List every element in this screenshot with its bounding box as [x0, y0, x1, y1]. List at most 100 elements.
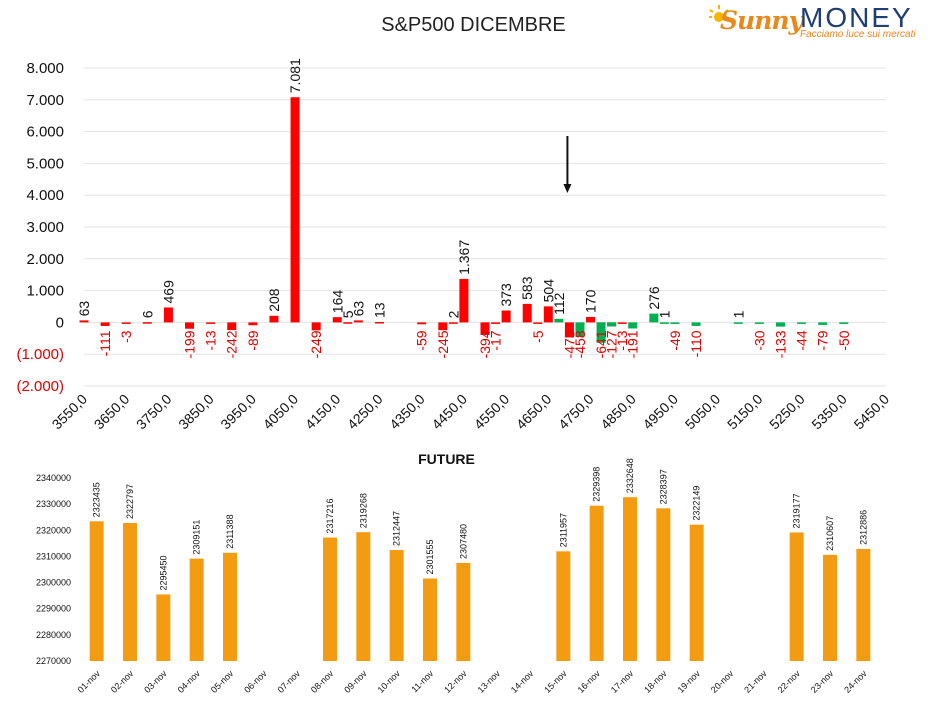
- data-label: -79: [815, 330, 831, 350]
- y-tick-label: 2320000: [36, 525, 71, 535]
- data-label: -111: [97, 330, 113, 356]
- data-label: 208: [266, 288, 282, 312]
- brand-logo: Sunny MONEY Facciamo luce sui mercati: [708, 2, 923, 42]
- data-label: 2312886: [858, 510, 868, 545]
- data-label: 2322149: [692, 486, 702, 521]
- data-label: 170: [583, 289, 599, 313]
- data-label: 1.367: [456, 240, 472, 275]
- bar-red: [343, 322, 353, 324]
- x-tick-label: 3850,0: [175, 391, 217, 433]
- future-bar: [123, 522, 137, 661]
- data-label: 2301555: [425, 539, 435, 574]
- x-tick-label: 05-nov: [209, 668, 236, 695]
- bar-red: [617, 322, 627, 324]
- bar-red: [290, 97, 300, 323]
- x-tick-label: 21-nov: [742, 668, 769, 695]
- data-label: -473: [561, 330, 577, 358]
- y-tick-label: 7.000: [26, 92, 64, 109]
- x-tick-label: 4350,0: [386, 391, 428, 433]
- y-tick-label: 1.000: [26, 283, 64, 300]
- data-label: 5: [340, 310, 356, 318]
- bar-green: [839, 322, 849, 324]
- data-label: -110: [688, 330, 704, 357]
- x-tick-label: 4050,0: [260, 391, 302, 433]
- bar-red: [100, 322, 110, 326]
- logo-tagline: Facciamo luce sui mercati: [800, 29, 916, 40]
- data-label: 276: [646, 286, 662, 310]
- data-label: -59: [414, 330, 430, 350]
- bar-green: [754, 322, 764, 324]
- bar-red: [480, 322, 490, 335]
- bar-red: [448, 322, 458, 324]
- data-label: 1: [656, 310, 672, 318]
- x-tick-label: 4250,0: [344, 391, 386, 433]
- future-bar: [856, 548, 871, 661]
- future-chart: 2340000 2330000 2320000 2310000 2300000 22900…: [36, 458, 871, 695]
- x-tick-label: 09-nov: [342, 668, 369, 695]
- x-tick-label: 15-nov: [542, 668, 569, 695]
- data-label: -249: [308, 330, 324, 358]
- future-bar: [323, 537, 337, 661]
- bar-red: [163, 307, 173, 323]
- data-label: 2319268: [358, 493, 368, 528]
- x-tick-label: 3550,0: [49, 391, 91, 433]
- x-tick-label: 3950,0: [217, 391, 259, 433]
- bar-red: [543, 306, 553, 323]
- data-label: -30: [751, 330, 767, 350]
- bar-green: [818, 322, 828, 325]
- x-tick-label: 18-nov: [642, 668, 669, 695]
- data-label: 13: [371, 302, 387, 318]
- bar-red: [586, 316, 596, 323]
- data-label: 469: [160, 280, 176, 304]
- bar-red: [248, 322, 258, 326]
- future-bar: [656, 508, 671, 661]
- future-bar: [789, 532, 804, 661]
- y-tick-label: 2.000: [26, 251, 64, 268]
- sp500-dicembre-chart: 8.000 7.000 6.000 5.000 4.000 3.000 2.000 1.000…: [16, 58, 892, 433]
- bar-green: [670, 322, 680, 324]
- x-tick-label: 08-nov: [309, 668, 336, 695]
- data-label: 112: [551, 292, 567, 315]
- bar-red: [491, 322, 501, 324]
- bar-green: [628, 322, 638, 329]
- y-tick-label: 2310000: [36, 551, 71, 561]
- data-label: -133: [772, 330, 788, 358]
- bar-red: [79, 320, 89, 323]
- data-label: 2329398: [592, 467, 602, 502]
- data-label: 2312447: [392, 511, 402, 546]
- x-tick-label: 4650,0: [513, 391, 555, 433]
- bar-green: [797, 322, 807, 324]
- future-bar: [223, 552, 237, 661]
- data-label: -641: [593, 330, 609, 358]
- future-bar: [389, 550, 404, 661]
- bar-red: [269, 315, 279, 323]
- x-tick-label: 10-nov: [376, 668, 403, 695]
- bar-red: [121, 322, 131, 324]
- bar-red: [564, 322, 574, 338]
- y-tick-label: 6.000: [26, 124, 64, 141]
- data-label: 373: [498, 283, 514, 307]
- bar-red: [417, 322, 427, 325]
- data-label: -49: [667, 330, 683, 350]
- future-bar: [423, 578, 437, 661]
- x-tick-label: 06-nov: [242, 668, 269, 695]
- x-tick-label: 11-nov: [409, 668, 435, 694]
- bar-red: [522, 303, 532, 323]
- x-tick-label: 20-nov: [709, 668, 736, 695]
- bar-red: [501, 310, 511, 323]
- y-tick-label: 8.000: [26, 60, 64, 77]
- data-label: 2328397: [658, 469, 668, 504]
- x-tick-label: 02-nov: [109, 668, 136, 695]
- chart2-title: FUTURE: [418, 451, 475, 467]
- y-tick-label: (1.000): [16, 346, 64, 363]
- logo-money-text: MONEY: [800, 2, 913, 33]
- bar-green: [733, 322, 743, 324]
- data-label: -44: [794, 330, 810, 350]
- data-label: 164: [329, 290, 345, 314]
- sun-icon: [709, 5, 729, 22]
- future-bar: [156, 594, 171, 661]
- data-label: -242: [224, 330, 240, 358]
- data-label: 2332648: [625, 458, 635, 493]
- data-label: -5: [530, 330, 546, 343]
- bar-green: [691, 322, 701, 326]
